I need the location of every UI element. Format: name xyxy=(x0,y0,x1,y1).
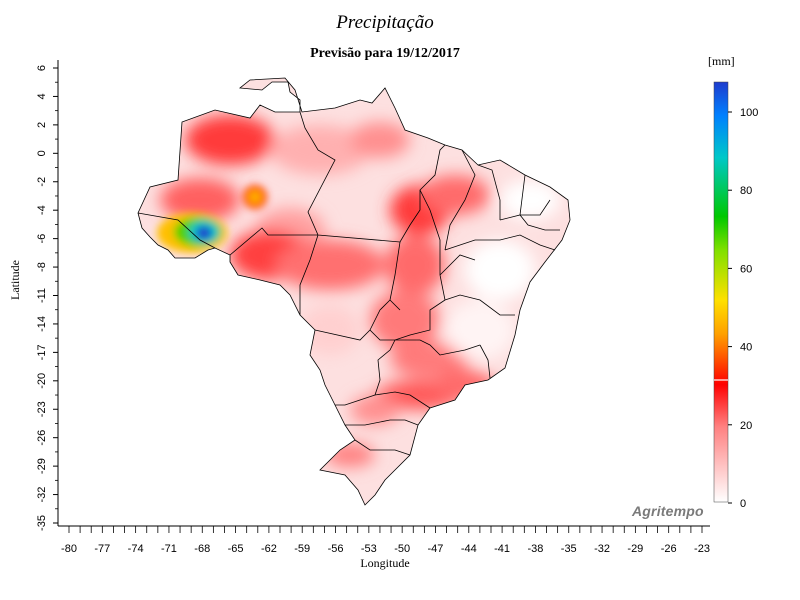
x-tick-label: -80 xyxy=(61,543,77,555)
x-axis-label: Longitude xyxy=(360,556,410,570)
y-tick-label: -35 xyxy=(36,515,48,531)
precipitation-field xyxy=(138,78,570,505)
y-tick-label: -11 xyxy=(36,288,48,303)
x-tick-label: -32 xyxy=(594,543,610,555)
y-tick-label: -17 xyxy=(36,344,48,360)
y-tick-label: -8 xyxy=(36,262,48,272)
agritempo-logo: Agritempo xyxy=(632,503,704,519)
y-tick-label: -14 xyxy=(36,316,48,332)
legend-unit: [mm] xyxy=(708,54,735,68)
y-tick-label: 6 xyxy=(36,65,48,71)
forecast-date-subtitle: Previsão para 19/12/2017 xyxy=(310,46,460,61)
x-tick-label: -44 xyxy=(461,543,477,555)
y-axis: 6 4 2 0 -2 -4 -6 -8 -11 -14 -17 -20 -23 -26 -29 -32 -35 xyxy=(36,60,59,531)
x-tick-label: -50 xyxy=(394,543,410,555)
x-tick-label: -59 xyxy=(294,543,310,555)
x-tick-label: -74 xyxy=(128,543,144,555)
y-tick-label: -26 xyxy=(36,430,48,446)
x-tick-label: -35 xyxy=(561,543,577,555)
x-tick-label: -41 xyxy=(494,543,510,555)
x-tick-label: -38 xyxy=(527,543,543,555)
x-tick-label: -23 xyxy=(694,543,710,555)
y-tick-label: -2 xyxy=(36,177,48,187)
x-tick-label: -62 xyxy=(261,543,277,555)
y-tick-label: 2 xyxy=(36,122,48,128)
x-tick-label: -68 xyxy=(194,543,210,555)
x-tick-label: -47 xyxy=(428,543,444,555)
x-tick-label: -26 xyxy=(661,543,677,555)
y-tick-label: -23 xyxy=(36,401,48,417)
legend-tick-label: 0 xyxy=(740,498,746,510)
map-title: Precipitação xyxy=(336,12,434,33)
legend-tick-label: 20 xyxy=(740,420,752,432)
x-tick-label: -56 xyxy=(328,543,344,555)
legend-tick-label: 60 xyxy=(740,263,752,275)
y-tick-label: 0 xyxy=(36,150,48,156)
x-tick-label: -29 xyxy=(627,543,643,555)
x-tick-label: -71 xyxy=(161,543,177,555)
state-borders xyxy=(137,77,571,506)
y-tick-label: 4 xyxy=(36,93,48,99)
legend-colorbar xyxy=(713,81,729,503)
y-tick-label: -32 xyxy=(36,487,48,503)
color-legend: 100 80 60 40 20 0 xyxy=(713,81,758,510)
legend-tick-label: 100 xyxy=(740,107,758,119)
legend-tick-label: 80 xyxy=(740,185,752,197)
y-tick-label: -29 xyxy=(36,458,48,474)
x-axis: -80 -77 -74 -71 -68 -65 -62 -59 -56 -53 -50 -47 -44 -… xyxy=(58,525,710,555)
x-tick-label: -77 xyxy=(94,543,110,555)
y-tick-label: -20 xyxy=(36,373,48,389)
x-tick-label: -65 xyxy=(228,543,244,555)
y-tick-label: -4 xyxy=(36,205,48,215)
y-tick-label: -6 xyxy=(36,234,48,244)
legend-tick-label: 40 xyxy=(740,342,752,354)
x-tick-label: -53 xyxy=(361,543,377,555)
